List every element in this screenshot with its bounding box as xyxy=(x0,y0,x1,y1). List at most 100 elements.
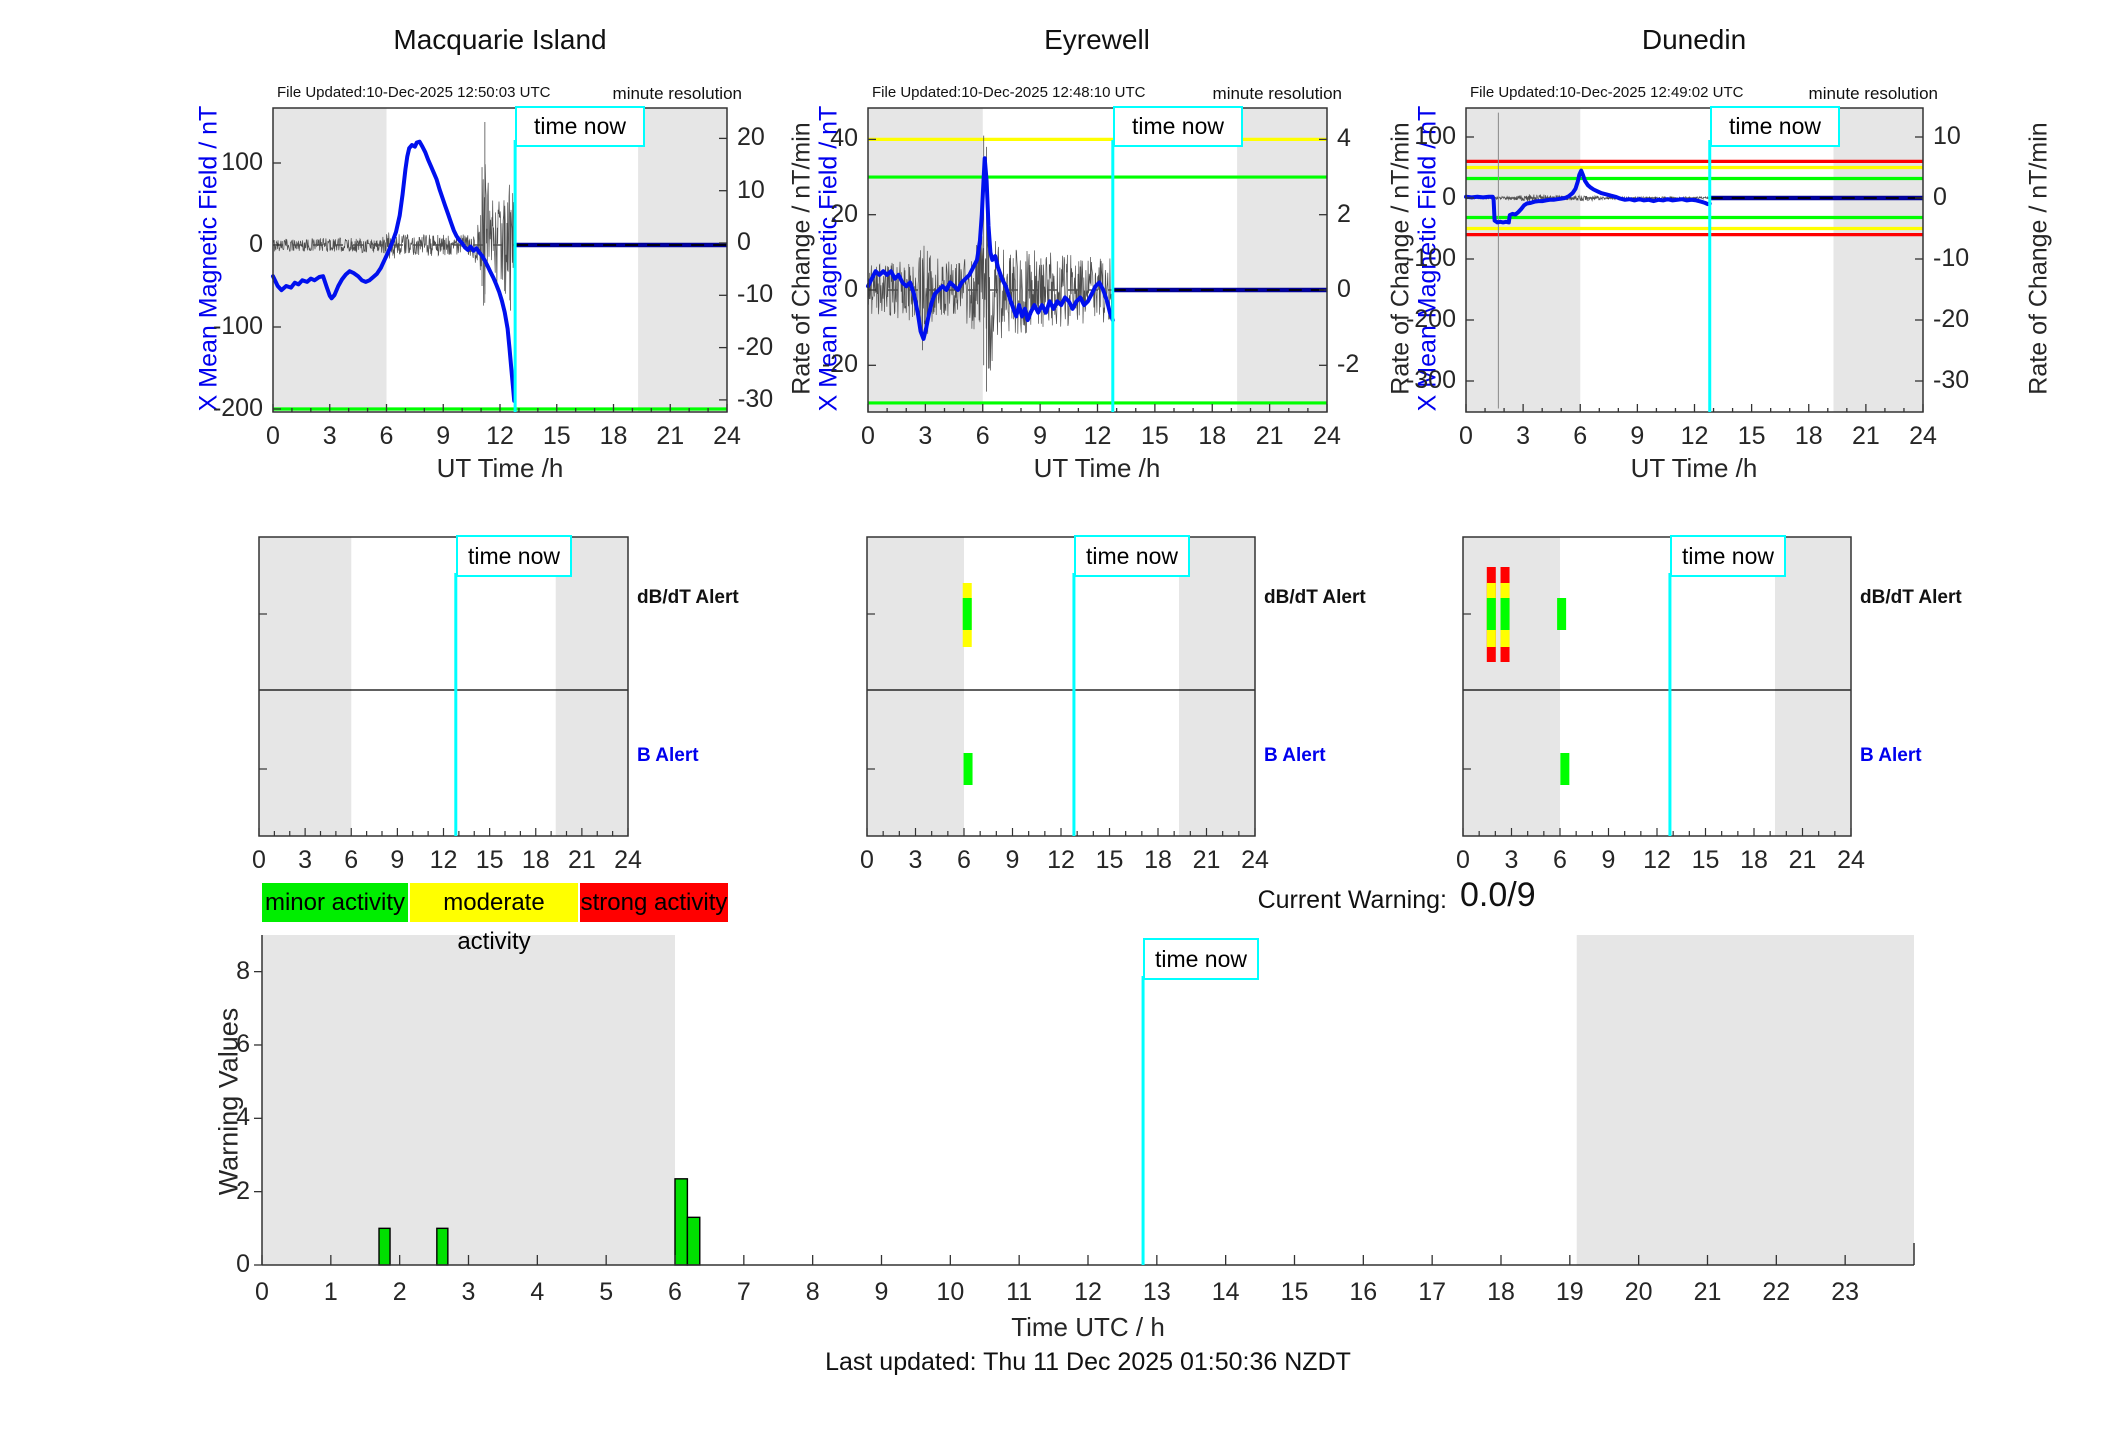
minute-resolution-note-1: minute resolution xyxy=(612,84,742,103)
time-now-box-alert-1: time now xyxy=(456,535,572,577)
rate-noise-trace xyxy=(867,224,1113,371)
tick-label: -100 xyxy=(212,312,263,340)
tick-label: 2 xyxy=(236,1176,250,1205)
tick-label: 10 xyxy=(936,1278,965,1306)
last-updated-text: Last updated: Thu 11 Dec 2025 01:50:36 N… xyxy=(825,1348,1351,1376)
tick-label: 21 xyxy=(1851,422,1880,450)
tick-label: 0 xyxy=(1337,275,1351,303)
tick-label: 0 xyxy=(1456,846,1470,874)
dbdt-alert-mark-green xyxy=(1500,598,1510,630)
tick-label: -300 xyxy=(1405,366,1456,394)
tick-label: 14 xyxy=(1211,1278,1240,1306)
tick-label: 10 xyxy=(1933,122,1961,150)
rate-noise-trace xyxy=(272,164,516,306)
warning-value-bar xyxy=(436,1227,449,1266)
tick-label: 6 xyxy=(975,422,990,450)
tick-label: -20 xyxy=(1933,305,1970,333)
tick-label: 8 xyxy=(236,956,250,985)
tick-label: 0 xyxy=(236,1250,250,1278)
station-title-dunedin: Dunedin xyxy=(1641,24,1747,55)
tick-label: 100 xyxy=(1414,122,1456,150)
b-alert-label-1: B Alert xyxy=(637,745,699,766)
xlabel-plot-2: UT Time /h xyxy=(1033,453,1161,483)
tick-label: 9 xyxy=(874,1278,889,1306)
ylabel-warning-values: Warning Values xyxy=(213,1007,244,1196)
tick-label: 15 xyxy=(1280,1278,1309,1306)
tick-label: 15 xyxy=(1140,422,1169,450)
tick-label: 3 xyxy=(1516,422,1531,450)
warning-value-bar xyxy=(686,1216,701,1266)
tick-label: -200 xyxy=(212,394,263,422)
minute-resolution-note-2: minute resolution xyxy=(1212,84,1342,103)
tick-label: 13 xyxy=(1142,1278,1171,1306)
tick-label: 15 xyxy=(1691,846,1720,874)
tick-label: 11 xyxy=(1006,1278,1033,1306)
xlabel-plot-1: UT Time /h xyxy=(436,453,564,483)
tick-label: 8 xyxy=(805,1278,820,1306)
tick-label: 24 xyxy=(1909,422,1937,450)
tick-label: 4 xyxy=(530,1278,545,1306)
tick-label: 18 xyxy=(1144,846,1172,874)
tick-label: 15 xyxy=(475,846,504,874)
tick-label: 21 xyxy=(1693,1278,1722,1306)
dbdt-alert-label-2: dB/dT Alert xyxy=(1264,587,1366,608)
tick-label: 3 xyxy=(1504,846,1519,874)
tick-label: 9 xyxy=(1033,422,1048,450)
xlabel-warning-chart: Time UTC / h xyxy=(1011,1312,1165,1342)
b-alert-label-3: B Alert xyxy=(1860,745,1922,766)
tick-label: 24 xyxy=(1313,422,1341,450)
tick-label: 19 xyxy=(1555,1278,1584,1306)
tick-label: -100 xyxy=(1405,244,1456,272)
tick-label: 1 xyxy=(323,1278,338,1306)
tick-label: 0 xyxy=(1459,422,1473,450)
tick-label: 9 xyxy=(390,846,405,874)
tick-label: 3 xyxy=(908,846,923,874)
file-updated-dunedin: File Updated:10-Dec-2025 12:49:02 UTC xyxy=(1470,84,1744,101)
tick-label: 6 xyxy=(379,422,394,450)
tick-label: 18 xyxy=(1198,422,1227,450)
tick-label: 18 xyxy=(599,422,628,450)
tick-label: 15 xyxy=(542,422,571,450)
tick-label: 6 xyxy=(344,846,359,874)
tick-label: 10 xyxy=(737,175,765,204)
b-alert-mark xyxy=(1560,753,1570,785)
tick-label: 0 xyxy=(737,228,751,256)
time-now-box-plot-1: time now xyxy=(515,106,645,147)
file-updated-macquarie: File Updated:10-Dec-2025 12:50:03 UTC xyxy=(277,84,551,101)
tick-label: -10 xyxy=(737,280,774,309)
tick-label: 3 xyxy=(322,422,337,450)
eyrewell-field-curve xyxy=(866,156,1115,341)
tick-label: 0 xyxy=(1442,183,1456,211)
legend-strong-activity: strong activity xyxy=(580,883,728,922)
time-now-box-alert-2: time now xyxy=(1074,535,1190,577)
tick-label: -20 xyxy=(737,332,774,361)
tick-label: -20 xyxy=(821,350,858,379)
minute-resolution-note-3: minute resolution xyxy=(1808,84,1938,103)
tick-label: 21 xyxy=(1192,846,1221,874)
tick-label: 24 xyxy=(614,846,642,874)
warning-value-bar xyxy=(674,1178,689,1266)
tick-label: 24 xyxy=(1837,846,1865,874)
macquarie-field-curve xyxy=(271,139,517,403)
tick-label: 21 xyxy=(656,422,685,450)
tick-label: 0 xyxy=(252,846,266,874)
tick-label: 6 xyxy=(957,846,971,874)
tick-label: -30 xyxy=(737,384,774,413)
time-now-box-alert-3: time now xyxy=(1670,535,1786,577)
tick-label: 9 xyxy=(1601,846,1616,874)
tick-label: 3 xyxy=(461,1278,476,1306)
tick-label: -30 xyxy=(1933,366,1970,394)
tick-label: 18 xyxy=(1740,846,1768,874)
tick-label: 12 xyxy=(429,846,458,874)
tick-label: 12 xyxy=(1680,422,1709,450)
tick-label: 16 xyxy=(1349,1278,1378,1306)
tick-label: 3 xyxy=(918,422,933,450)
tick-label: 22 xyxy=(1762,1278,1791,1306)
tick-label: -10 xyxy=(1933,244,1970,272)
tick-label: 9 xyxy=(1630,422,1645,450)
tick-label: 12 xyxy=(1047,846,1075,874)
tick-label: 0 xyxy=(266,422,280,450)
tick-label: 0 xyxy=(249,230,263,258)
